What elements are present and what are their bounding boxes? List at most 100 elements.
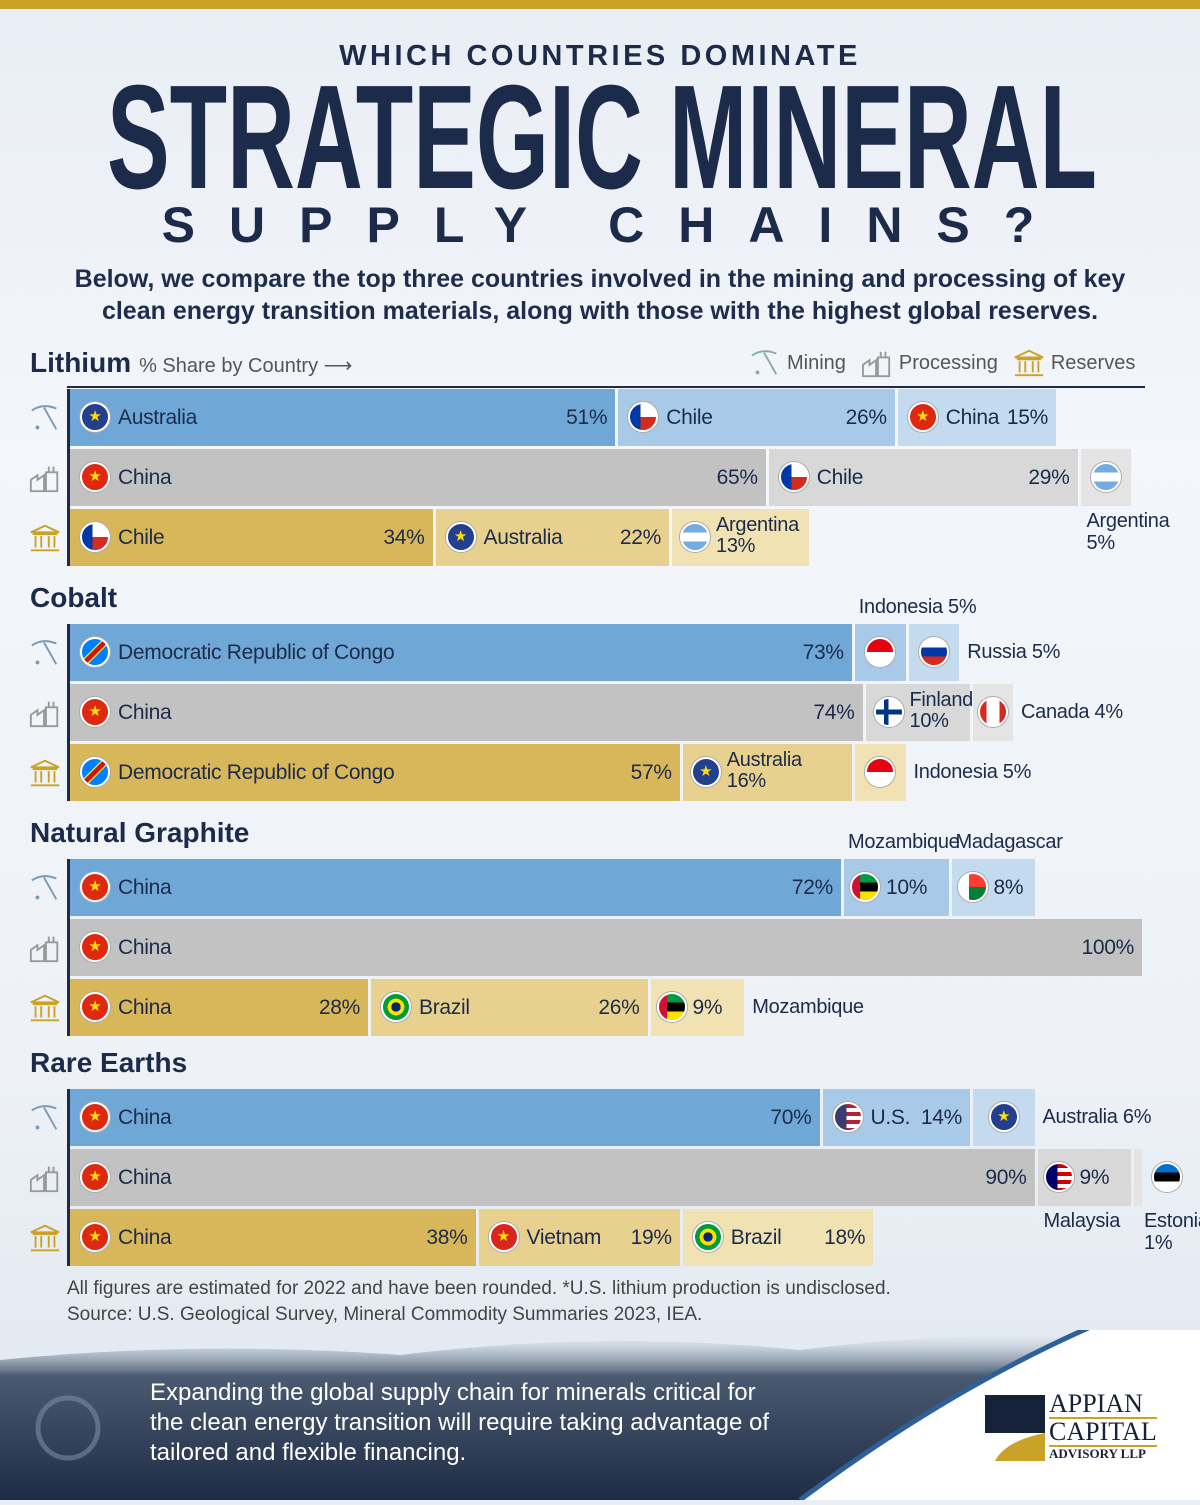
external-label-text: Madagascar: [955, 831, 1063, 853]
external-label: Indonesia 5%: [859, 596, 977, 618]
flag-icon-china: ★: [907, 402, 938, 432]
pickaxe-icon: [31, 405, 58, 430]
segment-country: China: [118, 1166, 172, 1189]
bar-segment: ★ China 90%: [70, 1149, 1035, 1206]
segment-country: China: [118, 1226, 172, 1249]
segment-value: 74%: [813, 701, 855, 724]
segment-country: Chile: [816, 466, 864, 489]
flag-icon-australia: ★: [80, 402, 110, 432]
flag-icon-china: ★: [80, 992, 110, 1022]
legend-mining: Mining: [748, 348, 846, 378]
segment-country: Democratic Republic of Congo: [118, 761, 395, 784]
logo-line-2: CAPITAL: [1049, 1417, 1157, 1446]
segment-country: Australia: [118, 406, 198, 429]
external-label: Australia 6%: [1043, 1106, 1152, 1128]
flag-icon-china: ★: [80, 462, 110, 492]
flag-icon-chile: [80, 522, 110, 552]
segment-country: Brazil: [730, 1226, 782, 1249]
flag-icon-chile: [778, 462, 809, 492]
legend-processing: Processing: [860, 348, 998, 378]
legend-reserves-label: Reserves: [1050, 351, 1136, 374]
y-axis-line: [67, 1089, 70, 1266]
footnote: All figures are estimated for 2022 and h…: [67, 1278, 891, 1299]
flag-icon-argentina: [1090, 462, 1121, 492]
factory-icon: [29, 1166, 59, 1193]
segment-value: 9%: [692, 996, 723, 1019]
external-country: Argentina: [1086, 510, 1170, 532]
external-label: Madagascar: [956, 831, 1063, 853]
flag-icon-australia: ★: [445, 522, 476, 552]
segment-country: Chile: [666, 406, 713, 429]
mineral-name: Cobalt: [30, 582, 118, 613]
logo-text: APPIAN CAPITAL ADVISORY LLP: [1049, 1391, 1157, 1460]
kicker: WHICH COUNTRIES DOMINATE: [339, 40, 861, 72]
footnotes: All figures are estimated for 2022 and h…: [67, 1276, 891, 1328]
flag-icon-china: ★: [80, 1162, 110, 1192]
bar-segment: Democratic Republic of Congo 57%: [70, 744, 680, 801]
pickaxe-icon: [31, 1105, 58, 1130]
legend-mining-label: Mining: [787, 351, 846, 374]
segment-value: 8%: [993, 876, 1024, 899]
segment-country: Australia: [726, 749, 802, 771]
segment-country: China: [118, 701, 172, 724]
mineral-title: Rare Earths: [30, 1047, 187, 1079]
bar-segment: ★ Vietnam 19%: [478, 1209, 680, 1266]
segment-value: 28%: [318, 996, 360, 1019]
legend-processing-label: Processing: [898, 351, 998, 374]
segment-value: 9%: [1079, 1166, 1110, 1189]
bar-segment: Finland 10%: [865, 684, 973, 741]
bar-segment: ★ China 15%: [897, 389, 1056, 446]
segment-country: Australia: [483, 526, 563, 549]
bar-segment: Democratic Republic of Congo 73%: [70, 624, 852, 681]
external-label: Canada 4%: [1021, 701, 1123, 723]
lithium-top-rule: [67, 386, 1145, 388]
flag-icon-democratic-republic-of-congo: [80, 757, 110, 787]
segment-value: 34%: [383, 526, 425, 549]
mineral-title: Cobalt: [30, 582, 117, 614]
bar-segment: ★ China 72%: [70, 859, 841, 916]
segment-country: China: [118, 996, 172, 1019]
flag-icon-china: ★: [80, 1222, 110, 1252]
title-text: STRATEGIC MINERAL: [107, 70, 1097, 195]
bar-segment: 10%: [844, 859, 949, 916]
bar-segment: 8%: [951, 859, 1035, 916]
mineral-title: Natural Graphite: [30, 817, 249, 849]
external-label-text: Mozambique: [752, 996, 864, 1018]
segment-value: 16%: [726, 770, 766, 792]
segment-value: 73%: [802, 641, 844, 664]
closing-message: Expanding the global supply chain for mi…: [150, 1379, 770, 1466]
external-label: Russia 5%: [967, 641, 1060, 663]
segment-country: China: [118, 1106, 172, 1129]
y-axis-line: [67, 389, 70, 566]
bar-segment: 9%: [650, 979, 745, 1036]
segment-country: China: [118, 876, 172, 899]
external-label-text: Indonesia 5%: [858, 596, 977, 618]
external-label-text: Mozambique: [848, 831, 960, 853]
factory-icon: [29, 936, 59, 963]
share-subtitle: % Share by Country ⟶: [139, 355, 353, 377]
bar-segment: ★ Australia 51%: [70, 389, 616, 446]
segment-value: 57%: [630, 761, 672, 784]
flag-icon-chile: [628, 402, 659, 432]
factory-icon: [29, 701, 59, 728]
external-label-text: Malaysia: [1043, 1210, 1121, 1232]
source: Source: U.S. Geological Survey, Mineral …: [67, 1304, 703, 1325]
intro-text: Below, we compare the top three countrie…: [74, 265, 1126, 325]
footer-background: [0, 1282, 1200, 1503]
flag-icon-mozambique: [656, 992, 687, 1022]
flag-icon-finland: [873, 697, 904, 727]
segment-value: 18%: [824, 1226, 866, 1249]
top-accent-bar: [0, 0, 1200, 9]
segment-country: Argentina: [716, 514, 799, 536]
flag-icon-brazil: [692, 1222, 723, 1252]
mineral-name: Lithium: [30, 347, 132, 378]
bar-segment: ★ China 65%: [70, 449, 766, 506]
segment-value: 10%: [909, 710, 949, 732]
page-title: STRATEGIC MINERAL: [105, 70, 1100, 195]
flag-icon-vietnam: ★: [488, 1222, 519, 1252]
segment-country: Democratic Republic of Congo: [118, 641, 395, 664]
segment-label: Argentina 13%: [716, 515, 799, 557]
external-value: 1%: [1144, 1232, 1173, 1254]
external-value: 5%: [1086, 532, 1116, 554]
flag-icon-china: ★: [80, 872, 110, 902]
